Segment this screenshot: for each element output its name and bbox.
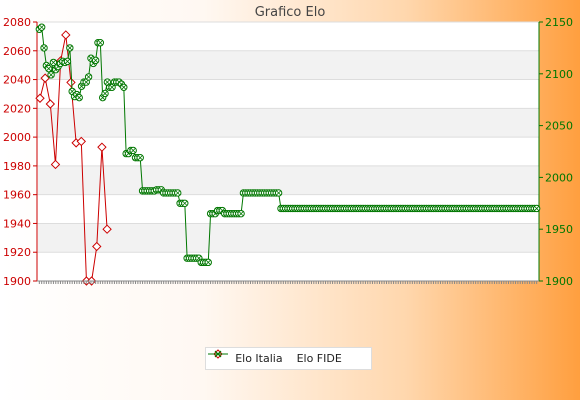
grid-band [38, 165, 538, 195]
point-elo-fide-mark [238, 211, 244, 217]
grid-band [38, 50, 538, 80]
legend-marker-elo-fide [208, 350, 228, 358]
point-elo-fide-mark [182, 200, 188, 206]
point-elo-fide-mark [65, 58, 70, 64]
point-elo-fide-mark [48, 72, 54, 78]
point-elo-fide-mark [86, 74, 92, 80]
point-elo-fide-mark [104, 79, 110, 85]
left-tick-label: 1900 [3, 275, 31, 288]
point-elo-fide-mark [121, 84, 127, 90]
point-elo-fide-mark [76, 95, 82, 101]
right-tick-label: 2150 [545, 16, 573, 29]
point-elo-fide-mark [93, 57, 99, 63]
point-elo-italia [102, 224, 112, 234]
legend-label-elo-italia: Elo Italia [235, 352, 283, 365]
left-tick-label: 2020 [3, 102, 31, 115]
point-elo-fide-mark [205, 259, 211, 265]
point-elo-italia [50, 159, 61, 170]
point-elo-fide-mark [50, 59, 56, 65]
series-line-elo-italia [39, 34, 108, 282]
point-elo-fide-mark [175, 190, 181, 196]
left-tick-label: 2080 [3, 16, 31, 29]
point-elo-italia [40, 73, 50, 83]
point-elo-fide-mark [276, 190, 282, 196]
legend-label-elo-fide: Elo FIDE [296, 352, 342, 365]
left-tick-label: 2000 [3, 131, 31, 144]
right-tick-label: 2100 [545, 68, 573, 81]
right-tick-label: 1950 [545, 223, 573, 236]
point-elo-fide-mark [67, 45, 73, 51]
point-elo-italia [92, 241, 102, 252]
left-tick-label: 2060 [3, 45, 31, 58]
left-tick-label: 1960 [3, 189, 31, 202]
left-tick-label: 2040 [3, 74, 31, 87]
right-tick-label: 2050 [545, 120, 573, 133]
point-elo-fide-mark [130, 147, 136, 153]
grid-band [38, 108, 538, 138]
point-elo-fide-mark [83, 79, 89, 85]
point-elo-fide-mark [102, 91, 108, 96]
point-elo-fide-mark [534, 205, 540, 211]
point-elo-italia [45, 99, 56, 109]
point-elo-italia [97, 142, 107, 152]
legend: Elo Italia Elo FIDE [205, 347, 372, 370]
left-tick-label: 1980 [3, 160, 31, 173]
point-elo-fide-mark [137, 155, 143, 161]
grid-band [38, 223, 538, 253]
point-elo-italia [66, 77, 76, 88]
right-tick-label: 1900 [545, 275, 573, 288]
legend-item-elo-italia: Elo Italia [208, 349, 283, 365]
point-elo-italia [76, 136, 86, 147]
point-elo-italia [61, 30, 71, 40]
point-elo-fide-mark [41, 45, 47, 51]
point-elo-fide-mark [109, 84, 115, 90]
right-tick-label: 2000 [545, 171, 573, 184]
left-tick-label: 1940 [3, 217, 31, 230]
point-elo-fide-mark [97, 40, 103, 46]
point-elo-fide-mark [39, 24, 45, 30]
legend-item-elo-fide: Elo FIDE [208, 350, 342, 365]
left-tick-label: 1920 [3, 246, 31, 259]
point-elo-italia [35, 93, 45, 103]
point-elo-fide-mark [46, 66, 52, 72]
chart-title: Grafico Elo [254, 5, 326, 20]
